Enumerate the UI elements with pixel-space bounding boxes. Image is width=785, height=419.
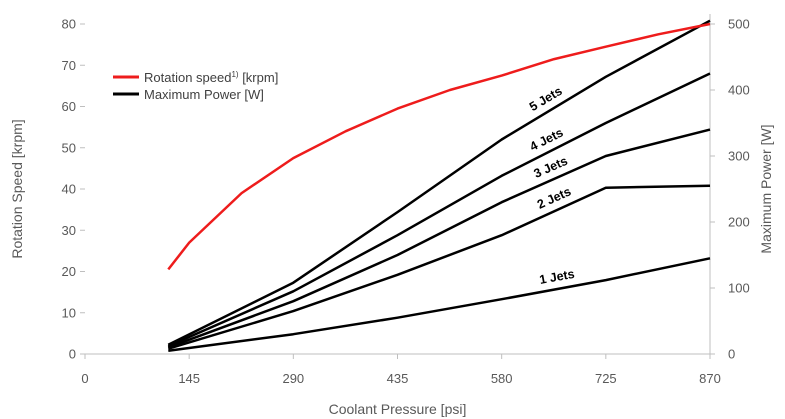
- legend: Rotation speed1) [krpm] Maximum Power [W]: [113, 70, 278, 102]
- legend-label-unit: [krpm]: [239, 70, 279, 85]
- y-right-tick-label: 100: [728, 281, 750, 296]
- axes: 0 145 290 435 580 725 870 0 10 20 30 40 50 60 70 80 0 100…: [62, 14, 750, 386]
- jet-label-4: 4 Jets: [528, 125, 566, 154]
- legend-label-2: Maximum Power [W]: [144, 87, 264, 102]
- jet-label-5: 5 Jets: [527, 84, 565, 114]
- jet-label-1: 1 Jets: [538, 267, 575, 287]
- y-right-tick-label: 300: [728, 149, 750, 164]
- x-axis-title: Coolant Pressure [psi]: [329, 401, 467, 417]
- y-right-axis-title: Maximum Power [W]: [758, 124, 774, 253]
- y-right-tick-label: 400: [728, 83, 750, 98]
- legend-label-text: Maximum Power [W]: [144, 87, 264, 102]
- y-left-tick-label: 50: [62, 140, 76, 155]
- y-right-tick-label: 500: [728, 17, 750, 32]
- y-left-tick-label: 70: [62, 58, 76, 73]
- power-line-2-jets: [167, 184, 711, 350]
- x-tick-label: 0: [81, 371, 88, 386]
- power-line-1-jets: [168, 257, 711, 352]
- x-tick-label: 145: [178, 371, 200, 386]
- y-right-tick-label: 200: [728, 215, 750, 230]
- y-left-tick-label: 30: [62, 223, 76, 238]
- legend-label-1: Rotation speed1) [krpm]: [144, 70, 278, 85]
- legend-label-sup: 1): [231, 70, 238, 79]
- power-line-4-jets: [167, 72, 711, 348]
- y-right-tick-label: 0: [728, 347, 735, 362]
- power-line-3-jets: [167, 128, 711, 349]
- jet-label-2: 2 Jets: [535, 184, 573, 211]
- x-tick-label: 580: [491, 371, 513, 386]
- y-left-tick-label: 0: [69, 347, 76, 362]
- y-left-tick-label: 60: [62, 99, 76, 114]
- y-left-tick-label: 10: [62, 305, 76, 320]
- x-tick-label: 870: [699, 371, 721, 386]
- legend-label-text: Rotation speed: [144, 70, 231, 85]
- x-tick-label: 290: [282, 371, 304, 386]
- x-tick-label: 725: [595, 371, 617, 386]
- y-left-tick-label: 80: [62, 17, 76, 32]
- y-left-tick-label: 40: [62, 182, 76, 197]
- y-left-axis-title: Rotation Speed [krpm]: [9, 119, 25, 258]
- power-line-5-jets: [167, 19, 711, 346]
- y-left-tick-label: 20: [62, 264, 76, 279]
- series-layer: [167, 19, 711, 352]
- x-tick-label: 435: [387, 371, 409, 386]
- rotation-speed-line: [167, 22, 711, 271]
